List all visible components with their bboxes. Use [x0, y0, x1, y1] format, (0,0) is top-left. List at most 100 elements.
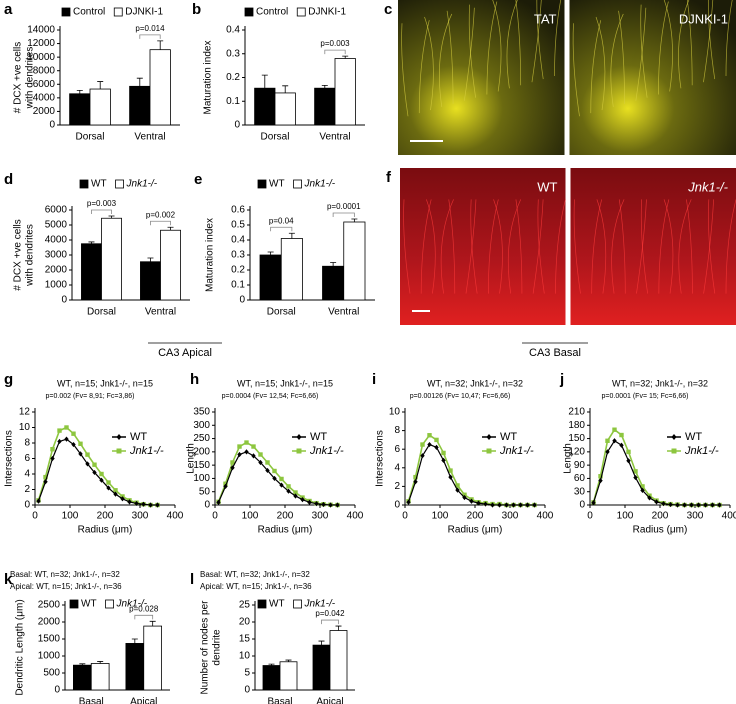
- legend-label: WT: [269, 179, 285, 190]
- y-tick-label: 10: [389, 407, 401, 418]
- point: [455, 483, 460, 488]
- y-tick-label: 0: [234, 120, 240, 131]
- point: [640, 487, 645, 493]
- subtitle: WT, n=15; Jnk1-/-, n=15: [57, 378, 153, 388]
- significance-bracket: [332, 212, 355, 217]
- y-tick-label: 10000: [27, 52, 55, 63]
- y-tick-label: 20: [239, 617, 251, 628]
- point: [703, 502, 708, 508]
- y-tick-label: 2: [394, 481, 400, 492]
- x-tick-label: 0: [32, 511, 38, 522]
- legend-marker: [296, 448, 302, 454]
- point: [682, 502, 687, 508]
- x-tick-label: 100: [432, 511, 449, 522]
- x-tick-label: Ventral: [328, 307, 359, 318]
- point: [293, 493, 298, 499]
- dendrite: [640, 199, 649, 294]
- error-bar: [288, 232, 295, 239]
- y-tick-label: 300: [193, 420, 210, 431]
- stats: p=0.0001 (Fv= 15; Fc=6,66): [602, 393, 689, 400]
- panel-letter: e: [194, 171, 202, 188]
- y-tick-label: 10: [19, 422, 31, 433]
- error-bar: [97, 81, 104, 90]
- dendrite: [635, 7, 647, 101]
- error-bar: [321, 84, 328, 89]
- annotation: p=0.028: [129, 604, 159, 613]
- point: [605, 438, 610, 443]
- bar: [312, 644, 331, 691]
- point: [647, 495, 652, 501]
- point: [279, 482, 284, 488]
- point: [633, 469, 638, 474]
- annotation: p=0.003: [87, 199, 117, 208]
- dendrite: [493, 199, 503, 294]
- y-tick-label: 250: [193, 433, 210, 444]
- point: [696, 502, 701, 508]
- point: [216, 499, 221, 505]
- legend-label: Control: [256, 7, 288, 18]
- dendrite: [465, 199, 477, 294]
- x-tick-label: Apical: [130, 697, 157, 704]
- dendrite: [448, 199, 456, 294]
- point: [619, 432, 624, 438]
- bar: [280, 238, 303, 301]
- bar: [262, 665, 281, 691]
- x-tick-label: Dorsal: [76, 132, 105, 143]
- point: [689, 502, 694, 508]
- legend-marker: [486, 448, 492, 454]
- y-tick-label: 0.1: [226, 96, 240, 107]
- y-tick-label: 2000: [38, 617, 61, 628]
- y-tick-label: 8: [24, 438, 30, 449]
- point: [36, 498, 41, 504]
- legend-label: DJNKI-1: [125, 7, 163, 18]
- bar: [73, 664, 92, 691]
- point: [427, 433, 432, 438]
- error-bar: [342, 55, 349, 59]
- legend-marker: [116, 434, 122, 440]
- micrograph: [569, 0, 736, 155]
- y-tick-label: 14000: [27, 25, 55, 36]
- point: [619, 442, 624, 448]
- dendrite: [555, 199, 566, 294]
- error-bar: [167, 226, 174, 231]
- bar: [343, 221, 366, 301]
- x-tick-label: 400: [722, 511, 736, 522]
- point: [85, 461, 90, 467]
- y-axis-label: Maturation index: [205, 218, 216, 292]
- dendrite: [401, 23, 409, 117]
- point: [455, 487, 460, 493]
- point: [43, 474, 48, 480]
- legend-swatch: [257, 599, 267, 609]
- y-tick-label: 0.3: [231, 250, 245, 261]
- bar: [69, 93, 91, 126]
- dendrite: [572, 23, 580, 117]
- error-bar: [108, 215, 115, 219]
- x-tick-label: Ventral: [134, 132, 165, 143]
- panel-letter: h: [190, 371, 199, 388]
- point: [406, 499, 411, 505]
- dendrite: [531, 0, 542, 83]
- point: [640, 484, 645, 489]
- dendrite: [468, 4, 476, 98]
- point: [525, 502, 530, 508]
- stats: p=0.00126 (Fv= 10,47; Fc=6,66): [410, 393, 511, 400]
- legend-label: WT: [91, 179, 107, 190]
- legend-swatch: [115, 179, 124, 189]
- dendrite: [596, 199, 607, 294]
- legend-label: WT: [130, 431, 147, 443]
- legend-swatch: [257, 179, 267, 189]
- bar: [90, 663, 110, 691]
- panel-letter: a: [4, 1, 13, 18]
- significance-bracket: [134, 614, 154, 620]
- legend-label: Control: [73, 7, 105, 18]
- series-line: [217, 451, 338, 506]
- y-tick-label: 0: [61, 295, 67, 306]
- legend-label: WT: [269, 599, 285, 610]
- legend-label: Jnk1-/-: [126, 179, 158, 190]
- legend-label: Jnk1-/-: [116, 599, 148, 610]
- point: [106, 485, 111, 491]
- y-tick-label: 6000: [33, 79, 56, 90]
- point: [328, 502, 333, 508]
- annotation: p=0.042: [315, 609, 345, 618]
- dendrite: [418, 20, 430, 114]
